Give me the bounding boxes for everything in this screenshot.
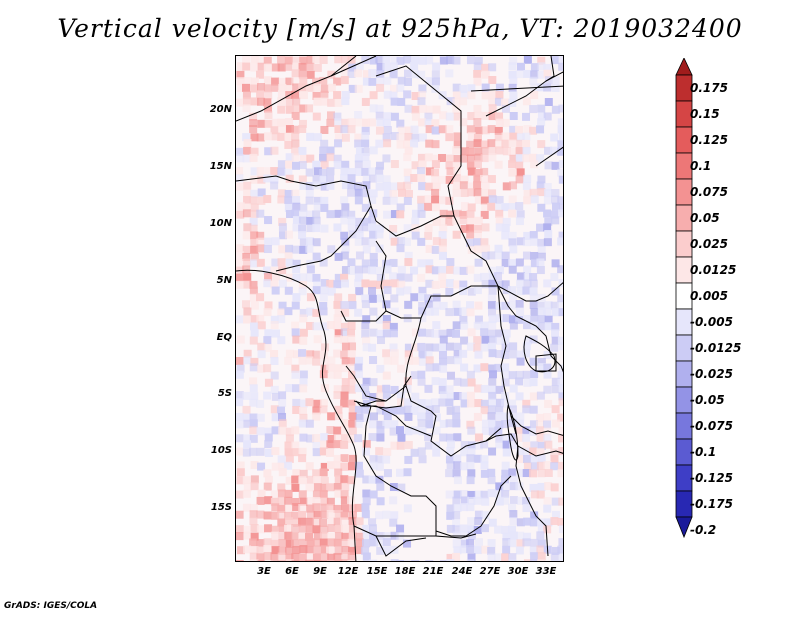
colorbar-label: -0.005 (690, 315, 733, 329)
colorbar-label: -0.075 (690, 419, 733, 433)
lon-tick-label: 15E (366, 566, 388, 577)
colorbar-label: -0.05 (690, 393, 725, 407)
colorbar-label: 0.075 (690, 185, 728, 199)
lat-tick-label: EQ (216, 332, 232, 343)
lat-tick-label: 15N (209, 161, 232, 172)
colorbar-label: 0.1 (690, 159, 712, 173)
colorbar-arrow-top (675, 58, 693, 76)
lon-tick-label: 9E (313, 566, 327, 577)
colorbar-label: 0.15 (690, 107, 720, 121)
lat-tick-label: 20N (209, 104, 232, 115)
lon-tick-label: 18E (394, 566, 416, 577)
colorbar-label: -0.0125 (690, 341, 742, 355)
colorbar-label: -0.175 (690, 497, 733, 511)
colorbar-label: 0.125 (690, 133, 728, 147)
chart-title: Vertical velocity [m/s] at 925hPa, VT: 2… (57, 14, 743, 43)
lon-tick-label: 27E (479, 566, 501, 577)
colorbar-label: -0.025 (690, 367, 733, 381)
map-panel (235, 55, 564, 562)
lon-tick-label: 6E (285, 566, 299, 577)
lon-tick-label: 33E (535, 566, 557, 577)
lat-tick-label: 5N (216, 275, 232, 286)
lon-tick-label: 3E (257, 566, 271, 577)
lat-tick-label: 5S (217, 388, 232, 399)
colorbar-label: 0.0125 (690, 263, 737, 277)
lon-tick-label: 21E (422, 566, 444, 577)
colorbar-label: -0.125 (690, 471, 733, 485)
country-borders (236, 56, 563, 561)
field-cells (236, 56, 563, 561)
colorbar-arrow-bottom (675, 516, 693, 539)
lat-tick-label: 10S (210, 445, 232, 456)
lon-tick-label: 24E (451, 566, 473, 577)
colorbar (675, 58, 693, 539)
colorbar-label: 0.175 (690, 81, 728, 95)
lat-tick-label: 15S (210, 502, 232, 513)
credit-footer: GrADS: IGES/COLA (4, 601, 98, 611)
lat-tick-label: 10N (209, 218, 232, 229)
colorbar-label: 0.025 (690, 237, 728, 251)
colorbar-label: 0.005 (690, 289, 728, 303)
velocity-field (236, 56, 563, 561)
lon-tick-label: 12E (337, 566, 359, 577)
colorbar-label: -0.1 (690, 445, 717, 459)
colorbar-label: 0.05 (690, 211, 720, 225)
lon-tick-label: 30E (507, 566, 529, 577)
colorbar-label: -0.2 (690, 523, 717, 537)
